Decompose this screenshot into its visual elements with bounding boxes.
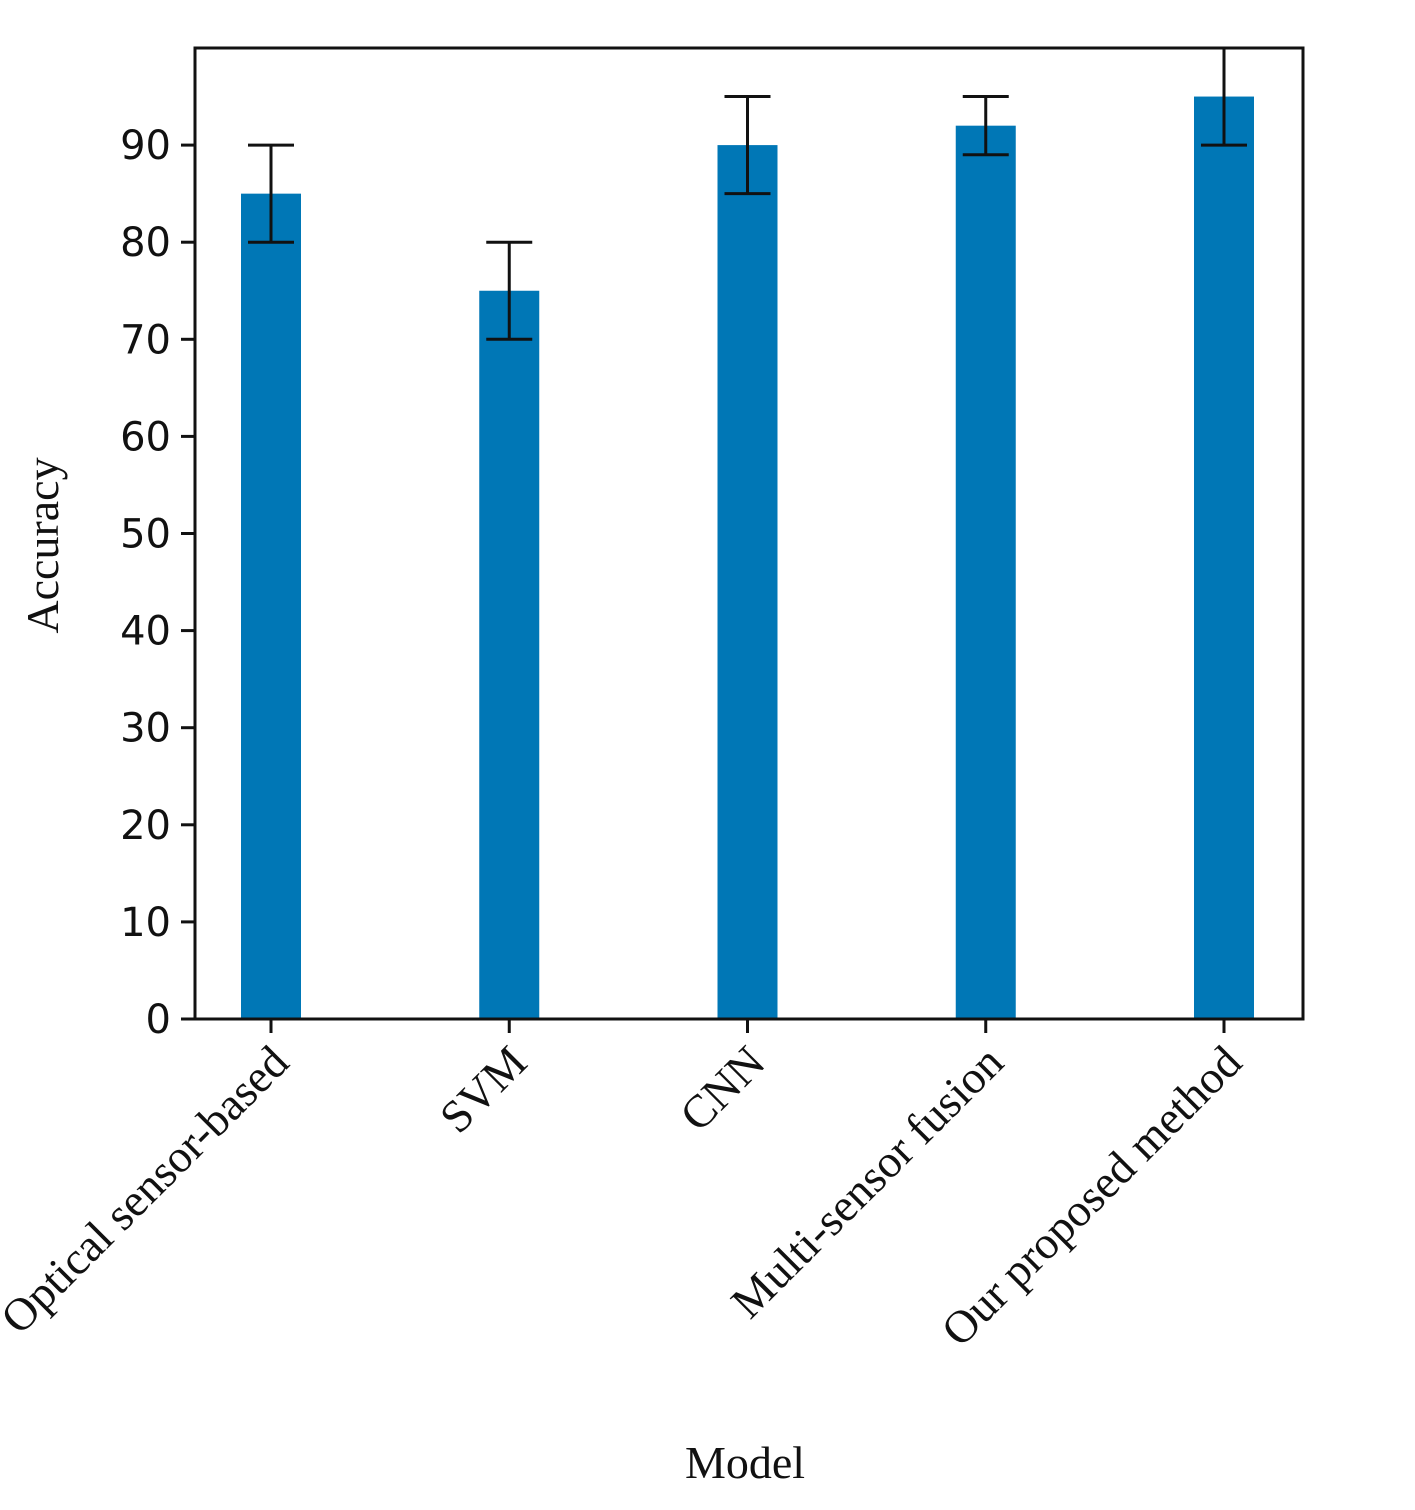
bars-layer bbox=[241, 96, 1254, 1020]
y-tick-label-3: 30 bbox=[120, 706, 171, 752]
y-tick-label-9: 90 bbox=[120, 123, 171, 169]
bar-4 bbox=[1194, 96, 1254, 1020]
y-axis-ticks: 0 10 20 30 40 50 60 70 80 90 bbox=[120, 123, 195, 1043]
error-bar-3 bbox=[962, 95, 1009, 157]
y-tick-label-4: 40 bbox=[120, 609, 171, 655]
y-tick-label-7: 70 bbox=[120, 317, 171, 363]
y-tick-label-6: 60 bbox=[120, 414, 171, 460]
error-bar-1 bbox=[486, 240, 533, 341]
x-tick-label-0: Optical sensor-based bbox=[0, 1036, 298, 1343]
y-tick-label-1: 10 bbox=[120, 900, 171, 946]
bar-1 bbox=[479, 290, 540, 1019]
bar-3 bbox=[955, 125, 1016, 1020]
y-tick-label-0: 0 bbox=[146, 997, 171, 1043]
error-bar-2 bbox=[724, 95, 771, 196]
bar-0 bbox=[241, 193, 301, 1019]
error-bar-0 bbox=[248, 143, 294, 244]
y-axis-title: Accuracy bbox=[17, 457, 68, 633]
y-tick-label-5: 50 bbox=[120, 512, 171, 558]
x-axis-title: Model bbox=[685, 1437, 805, 1488]
y-tick-label-2: 20 bbox=[120, 803, 171, 849]
x-tick-label-2: CNN bbox=[670, 1036, 775, 1141]
y-tick-label-8: 80 bbox=[120, 220, 171, 266]
x-tick-label-1: SVM bbox=[430, 1036, 537, 1143]
bar-2 bbox=[717, 145, 778, 1020]
